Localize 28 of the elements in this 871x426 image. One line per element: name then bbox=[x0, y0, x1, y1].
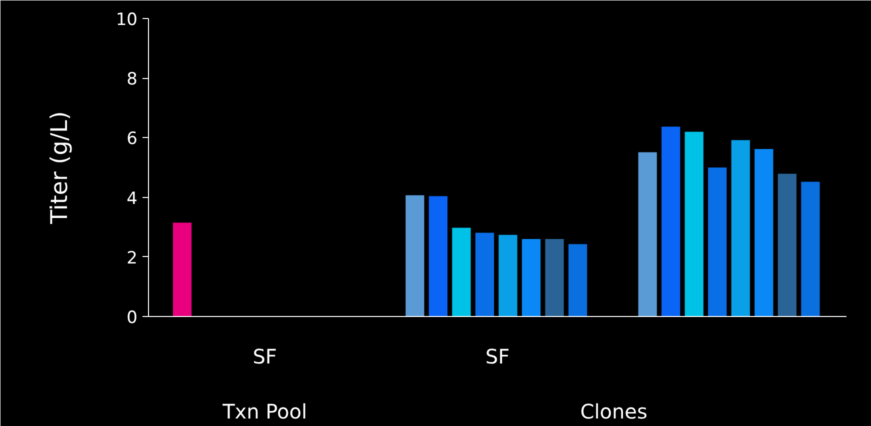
bar bbox=[498, 234, 518, 316]
bar bbox=[801, 182, 820, 316]
y-tick-label: 6 bbox=[126, 129, 138, 150]
x-tick-label: SF bbox=[252, 344, 277, 368]
bar bbox=[452, 228, 471, 316]
bar bbox=[522, 239, 541, 316]
bar bbox=[406, 195, 424, 316]
bar bbox=[545, 239, 564, 316]
x-tick-label: SF bbox=[485, 344, 510, 368]
text: Txn Pool bbox=[222, 400, 308, 424]
bar bbox=[638, 152, 657, 316]
y-tick-label: 2 bbox=[126, 248, 138, 268]
bar bbox=[172, 222, 192, 316]
y-tick-label: 8 bbox=[126, 70, 138, 90]
bar bbox=[754, 149, 774, 316]
bar bbox=[684, 132, 704, 316]
y-tick-label: 0 bbox=[126, 308, 138, 328]
bar bbox=[778, 174, 796, 316]
bar bbox=[475, 232, 494, 316]
bar bbox=[731, 140, 750, 316]
y-axis-title: Titer (g/L) bbox=[46, 111, 73, 225]
y-tick-label: 10 bbox=[116, 10, 138, 30]
bar bbox=[662, 126, 680, 316]
bar bbox=[568, 244, 588, 316]
y-tick-label: 4 bbox=[126, 188, 138, 209]
bar bbox=[428, 196, 448, 316]
text: Clones bbox=[580, 400, 648, 424]
bar bbox=[708, 168, 727, 316]
